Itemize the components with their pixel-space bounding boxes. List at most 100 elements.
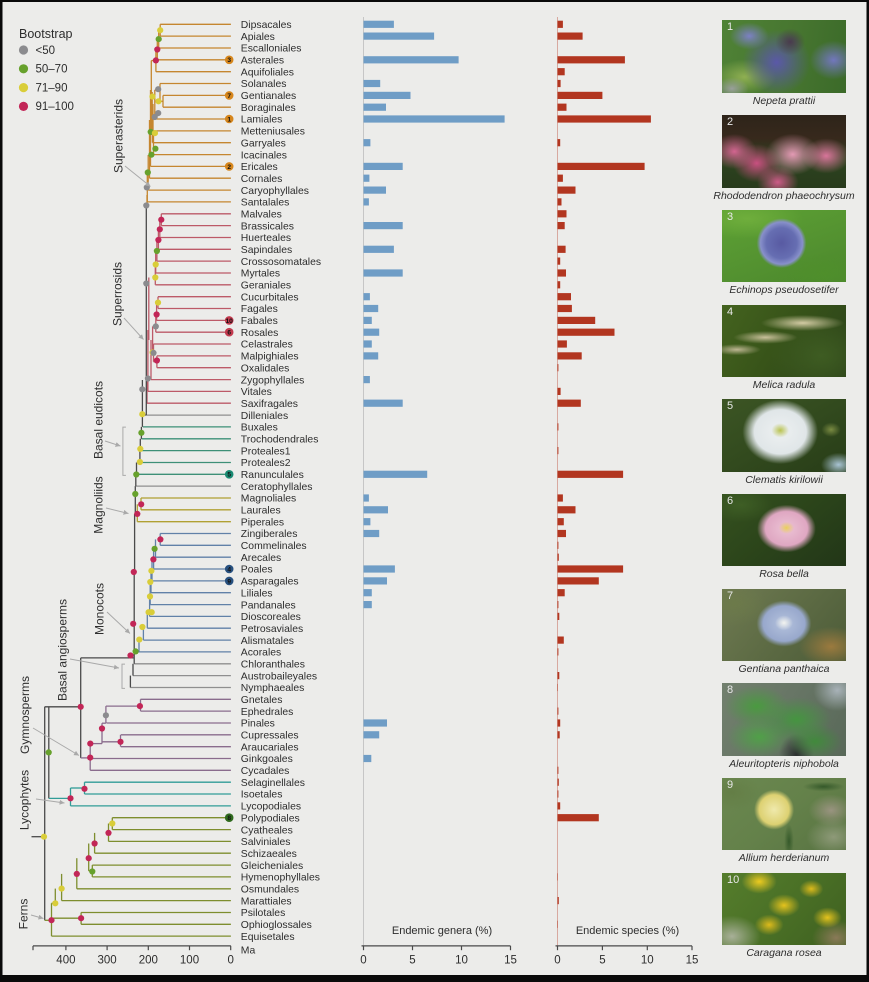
svg-text:Commelinales: Commelinales	[241, 541, 307, 552]
svg-text:200: 200	[139, 955, 158, 967]
svg-text:Isoetales: Isoetales	[241, 790, 283, 801]
svg-text:Fabales: Fabales	[241, 316, 278, 327]
svg-text:Magnoliales: Magnoliales	[241, 494, 296, 505]
svg-text:Acorales: Acorales	[241, 648, 281, 659]
svg-text:Salviniales: Salviniales	[241, 837, 291, 848]
svg-text:Bootstrap: Bootstrap	[19, 27, 73, 41]
svg-text:Marattiales: Marattiales	[241, 896, 292, 907]
svg-text:Lycophytes: Lycophytes	[18, 770, 32, 830]
svg-text:Superrosids: Superrosids	[111, 262, 125, 326]
svg-text:Garryales: Garryales	[241, 138, 286, 149]
svg-text:Oxalidales: Oxalidales	[241, 363, 290, 374]
svg-text:Osmundales: Osmundales	[241, 885, 299, 896]
svg-text:Austrobaileyales: Austrobaileyales	[241, 671, 317, 682]
svg-text:Buxales: Buxales	[241, 423, 278, 434]
svg-text:Dioscoreales: Dioscoreales	[241, 612, 301, 623]
svg-text:Araucariales: Araucariales	[241, 742, 299, 753]
svg-text:8: 8	[227, 815, 231, 822]
svg-text:Crossosomatales: Crossosomatales	[241, 257, 321, 268]
svg-text:Cornales: Cornales	[241, 174, 283, 185]
svg-text:Cucurbitales: Cucurbitales	[241, 292, 299, 303]
svg-text:Arecales: Arecales	[241, 553, 281, 564]
svg-text:Monocots: Monocots	[93, 583, 107, 635]
svg-text:3: 3	[227, 57, 231, 64]
svg-text:10: 10	[455, 955, 468, 967]
svg-text:Solanales: Solanales	[241, 79, 287, 90]
svg-text:Ceratophyllales: Ceratophyllales	[241, 482, 313, 493]
svg-text:Ericales: Ericales	[241, 162, 278, 173]
svg-text:<50: <50	[36, 45, 56, 57]
svg-text:71–90: 71–90	[36, 82, 68, 94]
svg-text:Schizaeales: Schizaeales	[241, 849, 297, 860]
svg-text:Proteales1: Proteales1	[241, 446, 291, 457]
svg-text:Fagales: Fagales	[241, 304, 278, 315]
svg-text:Ma: Ma	[241, 946, 256, 957]
svg-text:Equisetales: Equisetales	[241, 932, 295, 943]
svg-text:Saxifragales: Saxifragales	[241, 399, 298, 410]
svg-text:Polypodiales: Polypodiales	[241, 813, 300, 824]
svg-text:Gnetales: Gnetales	[241, 695, 283, 706]
svg-text:10: 10	[226, 318, 234, 325]
svg-text:Lamiales: Lamiales	[241, 115, 283, 126]
svg-text:Pandanales: Pandanales	[241, 600, 296, 611]
svg-text:Piperales: Piperales	[241, 517, 284, 528]
svg-text:Endemic genera (%): Endemic genera (%)	[392, 925, 492, 937]
svg-text:5: 5	[409, 955, 415, 967]
svg-text:Malpighiales: Malpighiales	[241, 352, 299, 363]
svg-text:6: 6	[227, 330, 231, 337]
svg-text:Poales: Poales	[241, 565, 273, 576]
svg-text:Gentianales: Gentianales	[241, 91, 296, 102]
svg-text:Aquifoliales: Aquifoliales	[241, 67, 294, 78]
svg-text:Cycadales: Cycadales	[241, 766, 290, 777]
svg-text:2: 2	[227, 164, 231, 171]
svg-text:Asterales: Asterales	[241, 56, 284, 67]
svg-text:300: 300	[98, 955, 117, 967]
svg-text:Ferns: Ferns	[17, 899, 31, 930]
svg-text:Rosales: Rosales	[241, 328, 279, 339]
svg-text:Dipsacales: Dipsacales	[241, 20, 292, 31]
svg-text:Huerteales: Huerteales	[241, 233, 291, 244]
svg-text:Nymphaeales: Nymphaeales	[241, 683, 305, 694]
svg-text:Magnoliids: Magnoliids	[92, 476, 106, 533]
svg-text:Boraginales: Boraginales	[241, 103, 296, 114]
svg-text:Zygophyllales: Zygophyllales	[241, 375, 305, 386]
svg-text:10: 10	[641, 955, 654, 967]
svg-text:Proteales2: Proteales2	[241, 458, 291, 469]
svg-text:Cyatheales: Cyatheales	[241, 825, 293, 836]
svg-text:Basal eudicots: Basal eudicots	[92, 381, 106, 459]
svg-text:Gymnosperms: Gymnosperms	[18, 676, 32, 754]
svg-text:Apiales: Apiales	[241, 32, 275, 43]
svg-text:0: 0	[554, 955, 560, 967]
svg-text:Dilleniales: Dilleniales	[241, 411, 288, 422]
svg-text:9: 9	[227, 578, 231, 585]
svg-text:Gleicheniales: Gleicheniales	[241, 861, 303, 872]
svg-text:Psilotales: Psilotales	[241, 908, 285, 919]
svg-text:Sapindales: Sapindales	[241, 245, 292, 256]
svg-text:Metteniusales: Metteniusales	[241, 127, 305, 138]
svg-text:Zingiberales: Zingiberales	[241, 529, 298, 540]
svg-text:Caryophyllales: Caryophyllales	[241, 186, 309, 197]
svg-text:Basal angiosperms: Basal angiosperms	[56, 599, 70, 701]
svg-text:Escalloniales: Escalloniales	[241, 44, 302, 55]
svg-text:15: 15	[504, 955, 517, 967]
svg-text:Pinales: Pinales	[241, 719, 275, 730]
svg-text:Trochodendrales: Trochodendrales	[241, 435, 319, 446]
svg-text:Lycopodiales: Lycopodiales	[241, 802, 301, 813]
svg-text:0: 0	[227, 955, 233, 967]
svg-text:Hymenophyllales: Hymenophyllales	[241, 873, 320, 884]
svg-text:5: 5	[599, 955, 605, 967]
svg-text:400: 400	[56, 955, 75, 967]
svg-text:Ranunculales: Ranunculales	[241, 470, 304, 481]
svg-text:Endemic species (%): Endemic species (%)	[576, 925, 679, 937]
svg-text:100: 100	[180, 955, 199, 967]
svg-text:Geraniales: Geraniales	[241, 281, 291, 292]
svg-text:Alismatales: Alismatales	[241, 636, 294, 647]
svg-text:Chloranthales: Chloranthales	[241, 660, 305, 671]
svg-text:Malvales: Malvales	[241, 210, 282, 221]
svg-text:Celastrales: Celastrales	[241, 340, 293, 351]
svg-text:Liliales: Liliales	[241, 588, 273, 599]
svg-text:Brassicales: Brassicales	[241, 221, 294, 232]
svg-text:15: 15	[686, 955, 699, 967]
svg-text:Vitales: Vitales	[241, 387, 272, 398]
svg-text:Petrosaviales: Petrosaviales	[241, 624, 303, 635]
